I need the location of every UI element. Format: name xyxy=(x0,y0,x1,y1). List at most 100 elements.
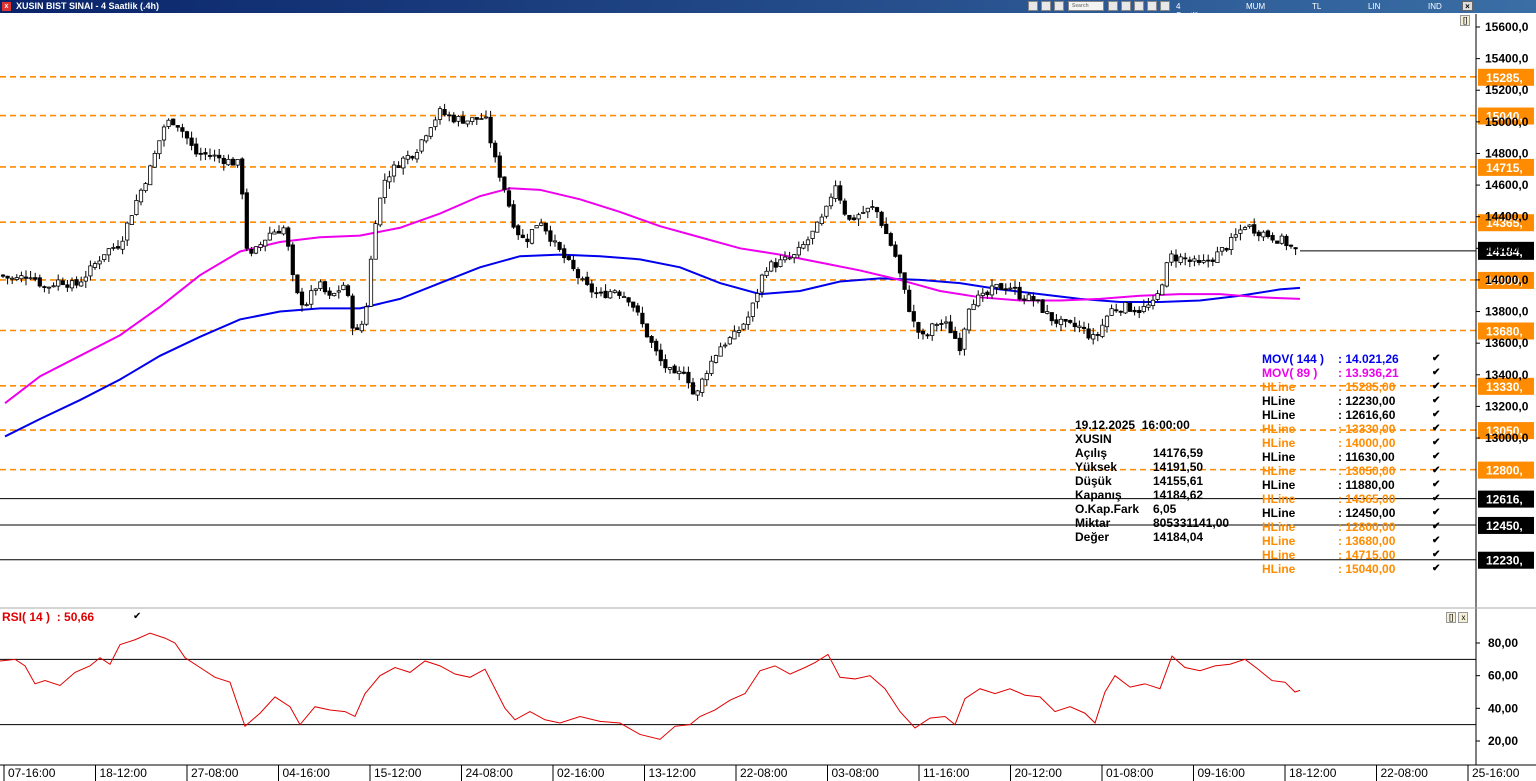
hline-price-label: 13050, xyxy=(1486,424,1523,438)
check-icon[interactable]: ✔ xyxy=(1432,465,1441,476)
candle-up xyxy=(1215,251,1220,263)
check-icon[interactable]: ✔ xyxy=(1432,479,1441,490)
legend-name: HLine xyxy=(1262,548,1296,562)
toolbar-scale[interactable]: LIN xyxy=(1368,2,1381,11)
candle-down xyxy=(543,222,548,232)
candle-down xyxy=(1127,302,1133,312)
check-icon[interactable]: ✔ xyxy=(1432,381,1441,392)
candle-up xyxy=(805,239,811,246)
candle-up xyxy=(819,216,824,225)
candle-up xyxy=(97,260,102,265)
hline-price-label: 15040, xyxy=(1486,110,1523,124)
panel-menu-button[interactable]: [] xyxy=(1460,15,1471,26)
candle-down xyxy=(345,285,351,296)
time-tick-label: 07-16:00 xyxy=(8,766,56,780)
hline-price-label: 14365, xyxy=(1486,216,1523,230)
toolbar-tool-icon[interactable] xyxy=(1121,1,1131,11)
close-icon[interactable]: × xyxy=(1462,1,1473,11)
candle-down xyxy=(1031,295,1036,302)
time-tick-label: 11-16:00 xyxy=(923,766,970,780)
toolbar-period[interactable]: 4 Saatlik xyxy=(1176,2,1201,20)
legend-row: HLine: 13680,00 ✔ xyxy=(1262,534,1442,548)
candle-up xyxy=(1104,315,1110,328)
toolbar-chart-type[interactable]: MUM xyxy=(1246,2,1266,11)
panel-close-button[interactable]: x xyxy=(1458,612,1469,623)
check-icon[interactable]: ✔ xyxy=(1432,549,1441,560)
candle-down xyxy=(635,305,640,313)
toolbar-tool-icon[interactable] xyxy=(1028,1,1038,11)
candle-down xyxy=(907,289,912,312)
time-tick-label: 04-16:00 xyxy=(283,766,331,780)
check-icon[interactable]: ✔ xyxy=(1432,353,1441,364)
candle-up xyxy=(157,140,162,155)
info-datetime: 19.12.2025 16:00:00 xyxy=(1075,418,1190,432)
candle-down xyxy=(644,323,650,338)
toolbar-tool-icon[interactable] xyxy=(1054,1,1064,11)
check-icon[interactable]: ✔ xyxy=(1432,451,1441,462)
toolbar-currency[interactable]: TL xyxy=(1312,2,1322,11)
toolbar-indicators[interactable]: IND xyxy=(1428,2,1442,11)
check-icon[interactable]: ✔ xyxy=(1432,521,1441,532)
hline-price-label: 13330, xyxy=(1486,380,1523,394)
mov89-line xyxy=(4,187,1301,405)
toolbar-tool-icon[interactable] xyxy=(1160,1,1170,11)
info-row: Açılış 14176,59 xyxy=(1075,446,1245,460)
legend-row: HLine: 12800,00 ✔ xyxy=(1262,520,1442,534)
hline-price-label: 12450, xyxy=(1486,519,1523,533)
info-label: Yüksek xyxy=(1075,460,1118,474)
candle-up xyxy=(387,176,392,183)
rsi-check-icon[interactable]: ✔ xyxy=(133,611,142,622)
check-icon[interactable]: ✔ xyxy=(1432,437,1441,448)
candle-up xyxy=(14,277,19,280)
candle-up xyxy=(166,119,171,127)
time-tick-label: 25-16:00 xyxy=(1472,766,1520,780)
check-icon[interactable]: ✔ xyxy=(1432,367,1441,378)
panel-menu-button[interactable]: [] xyxy=(1446,612,1457,623)
app-icon[interactable]: x xyxy=(2,2,11,11)
candle-up xyxy=(1045,311,1050,314)
check-icon[interactable]: ✔ xyxy=(1432,395,1441,406)
candle-down xyxy=(327,290,332,296)
candle-down xyxy=(654,340,659,352)
check-icon[interactable]: ✔ xyxy=(1432,493,1441,504)
candle-down xyxy=(299,291,305,306)
candle-up xyxy=(769,261,774,272)
candle-down xyxy=(686,371,691,384)
check-icon[interactable]: ✔ xyxy=(1432,507,1441,518)
rsi-tick-label: 80,00 xyxy=(1488,636,1518,650)
candle-up xyxy=(401,157,406,169)
candle-up xyxy=(313,288,318,291)
legend-name: HLine xyxy=(1262,422,1296,436)
candle-up xyxy=(1238,229,1243,234)
check-icon[interactable]: ✔ xyxy=(1432,563,1441,574)
legend-row: MOV( 144 ): 14.021,26 ✔ xyxy=(1262,352,1442,366)
toolbar-tool-icon[interactable] xyxy=(1147,1,1157,11)
candle-down xyxy=(1206,259,1211,262)
candle-up xyxy=(677,370,682,375)
candle-down xyxy=(1012,286,1018,289)
candle-up xyxy=(373,223,378,260)
rsi-label: RSI( 14 ) : 50,66 xyxy=(2,610,94,624)
check-icon[interactable]: ✔ xyxy=(1432,423,1441,434)
legend-row: HLine: 12230,00 ✔ xyxy=(1262,394,1442,408)
candle-down xyxy=(74,279,79,286)
check-icon[interactable]: ✔ xyxy=(1432,409,1441,420)
toolbar-tool-icon[interactable] xyxy=(1041,1,1051,11)
candle-up xyxy=(424,135,429,142)
candle-up xyxy=(989,285,995,296)
candle-up xyxy=(148,165,153,186)
legend-name: MOV( 144 ) xyxy=(1262,352,1325,366)
legend-row: HLine: 12616,60 ✔ xyxy=(1262,408,1442,422)
candle-down xyxy=(681,371,686,374)
candle-down xyxy=(1224,247,1229,251)
candle-down xyxy=(575,269,581,279)
toolbar-tool-icon[interactable] xyxy=(1108,1,1118,11)
candle-up xyxy=(971,303,976,311)
toolbar-tool-icon[interactable] xyxy=(1134,1,1144,11)
rsi-tick-label: 60,00 xyxy=(1488,669,1518,683)
check-icon[interactable]: ✔ xyxy=(1432,535,1441,546)
toolbar-search-input[interactable]: Search xyxy=(1068,1,1104,11)
toolbar-search-placeholder: Search xyxy=(1072,3,1089,9)
legend-row: HLine: 14715,00 ✔ xyxy=(1262,548,1442,562)
